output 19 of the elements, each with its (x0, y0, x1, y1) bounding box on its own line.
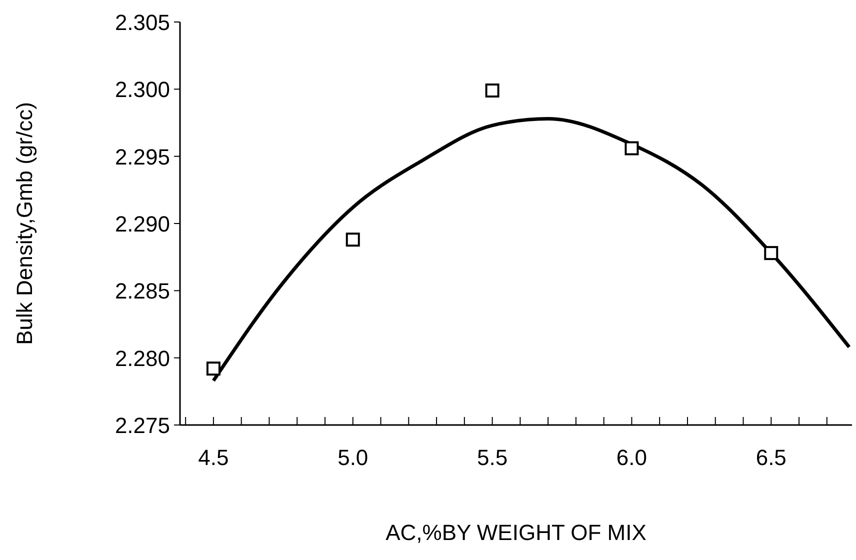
y-tick-label: 2.275 (114, 413, 170, 438)
point (624, 141, 639, 156)
x-tick-label: 6.5 (756, 445, 786, 470)
y-tick-label: 2.290 (114, 212, 170, 236)
y-tick-label: 2.305 (114, 10, 170, 35)
point (764, 246, 778, 260)
y-tick-label: 2.285 (114, 278, 170, 304)
y-axis-title: Bulk Density,Gmb (gr/cc) (12, 102, 37, 345)
y-tick-label: 2.295 (114, 144, 170, 170)
y-tick-label: 2.280 (114, 346, 170, 371)
point (206, 362, 220, 376)
x-axis-title: AC,%BY WEIGHT OF MIX (386, 520, 647, 545)
x-tick-label: 5.0 (338, 445, 368, 470)
point (485, 84, 500, 98)
x-tick-label: 4.5 (198, 445, 229, 470)
x-tick-label: 5.5 (477, 445, 508, 470)
x-tick-label: 6.0 (616, 445, 648, 470)
point (346, 232, 360, 247)
y-tick-label: 2.300 (114, 77, 170, 102)
